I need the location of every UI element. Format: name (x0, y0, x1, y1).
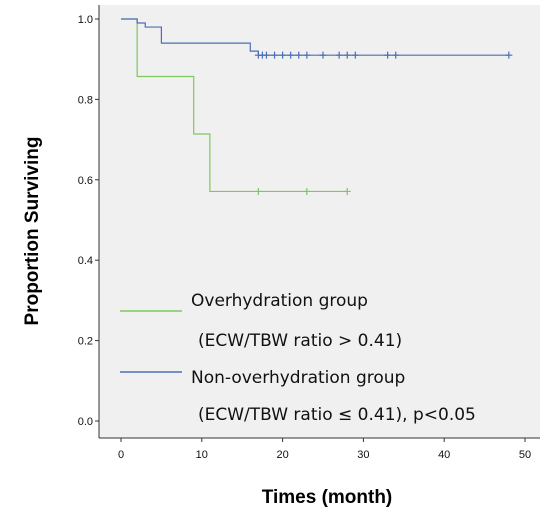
censor-mark-1 (303, 51, 311, 59)
censor-mark-1 (279, 51, 287, 59)
legend-label-overhydration: Overhydration group (191, 291, 368, 311)
y-tick-label: 0.8 (78, 94, 93, 106)
x-tick-label: 0 (118, 449, 124, 461)
y-tick-label: 0.6 (78, 175, 93, 187)
x-tick-label: 40 (438, 449, 450, 461)
series-layer (121, 18, 513, 195)
censor-mark-1 (335, 51, 343, 59)
x-tick-label: 50 (519, 449, 531, 461)
censor-mark-1 (295, 51, 303, 59)
y-tick-label: 0.2 (78, 336, 93, 348)
x-tick-label: 10 (196, 449, 208, 461)
legend-sublabel-non-overhydration: (ECW/TBW ratio ≤ 0.41), p<0.05 (198, 405, 476, 425)
axes: 0.0 0.2 0.4 0.6 0.8 1.0 0 10 20 30 40 50 (78, 5, 540, 461)
censor-mark-1 (351, 51, 359, 59)
y-axis-title: Proportion Surviving (22, 137, 43, 326)
y-tick-label: 0.0 (78, 416, 93, 428)
x-axis-title: Times (month) (262, 487, 393, 508)
y-tick-label: 0.4 (78, 255, 93, 267)
censor-mark-0 (343, 187, 351, 195)
censor-mark-1 (287, 51, 295, 59)
censor-mark-1 (319, 51, 327, 59)
censor-mark-1 (262, 51, 270, 59)
legend-sublabel-overhydration: (ECW/TBW ratio > 0.41) (198, 331, 402, 351)
series-line-0 (121, 18, 348, 193)
censor-mark-0 (254, 187, 262, 195)
censor-mark-1 (384, 51, 392, 59)
censor-mark-1 (271, 51, 279, 59)
legend: Overhydration group (ECW/TBW ratio > 0.4… (120, 291, 476, 425)
censor-mark-0 (303, 187, 311, 195)
censor-mark-1 (343, 51, 351, 59)
series-line-1 (121, 18, 509, 56)
legend-label-non-overhydration: Non-overhydration group (191, 368, 405, 388)
y-tick-label: 1.0 (78, 14, 93, 26)
plot-area (99, 5, 540, 438)
censor-mark-1 (392, 51, 400, 59)
x-tick-label: 30 (357, 449, 369, 461)
censor-mark-1 (505, 51, 513, 59)
x-tick-label: 20 (276, 449, 288, 461)
